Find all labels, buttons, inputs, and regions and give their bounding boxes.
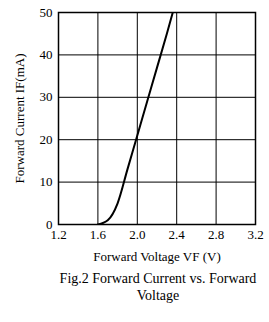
- svg-text:2.0: 2.0: [129, 227, 145, 242]
- svg-text:40: 40: [40, 47, 53, 62]
- html-text:Fig.2 Forward Current vs. Forw: Fig.2 Forward Current vs. Forward Voltag…: [59, 271, 257, 303]
- svg-text:1.6: 1.6: [90, 227, 107, 242]
- svg-text:50: 50: [40, 5, 53, 20]
- svg-text:30: 30: [40, 89, 53, 104]
- svg-text:2.8: 2.8: [208, 227, 224, 242]
- svg-text:20: 20: [40, 132, 53, 147]
- svg-text:10: 10: [40, 174, 53, 189]
- svg-text:1.2: 1.2: [50, 227, 66, 242]
- svg-text:Forward Current IF(mA): Forward Current IF(mA): [12, 54, 27, 184]
- svg-text:Forward Voltage VF (V): Forward Voltage VF (V): [93, 249, 220, 264]
- svg-text:0: 0: [46, 217, 53, 232]
- svg-text:2.4: 2.4: [169, 227, 186, 242]
- svg-text:3.2: 3.2: [247, 227, 263, 242]
